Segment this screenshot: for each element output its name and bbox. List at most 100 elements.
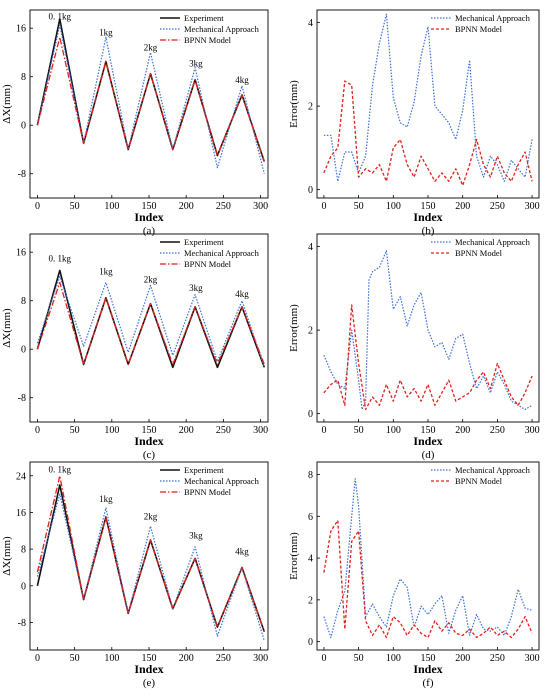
- y-tick-label: 4: [308, 18, 313, 29]
- panel-d: 0 50 100 150 200 250 300 0 2 4 Index Error(mm) (d) Me…: [288, 233, 540, 461]
- legend-entry: Mechanical Approach: [184, 248, 260, 258]
- x-tick-label: 250: [490, 201, 505, 212]
- annotation-label: 4kg: [235, 547, 249, 557]
- series-group: [323, 250, 533, 411]
- annotation-label: 2kg: [144, 43, 158, 53]
- y-tick-label: 8: [21, 545, 26, 556]
- y-tick-label: 2: [308, 595, 313, 606]
- annotation-label: 0. 1kg: [49, 12, 72, 22]
- x-tick-label: 100: [386, 653, 401, 664]
- x-tick-label: 200: [455, 201, 470, 212]
- annotation-label: 4kg: [235, 75, 249, 85]
- x-tick-label: 50: [354, 201, 364, 212]
- y-axis-label: ΔX(mm): [1, 308, 13, 348]
- y-tick-label: 8: [21, 296, 26, 307]
- y-tick-label: 2: [308, 102, 313, 113]
- x-tick-label: 300: [253, 201, 268, 212]
- annotation-label: 2kg: [144, 275, 158, 285]
- series-line-mechanical-approach: [36, 275, 265, 368]
- x-tick-label: 50: [70, 425, 80, 436]
- y-tick-label: 16: [16, 508, 26, 519]
- y-tick-label: -8: [18, 618, 26, 629]
- x-axis-label: Index: [413, 210, 442, 224]
- y-tick-label: 2: [308, 326, 313, 337]
- legend-entry: BPNN Model: [184, 35, 232, 45]
- x-tick-label: 100: [104, 201, 119, 212]
- legend-entry: Mechanical Approach: [184, 24, 260, 34]
- legend-entry: Mechanical Approach: [455, 13, 531, 23]
- y-tick-label: 6: [308, 512, 313, 523]
- series-group: [36, 269, 266, 369]
- y-axis-label: ΔX(mm): [1, 84, 13, 124]
- panel-label: (f): [423, 677, 434, 689]
- x-axis-label: Index: [413, 662, 442, 676]
- panel-label: (b): [422, 225, 435, 237]
- x-tick-label: 150: [142, 425, 157, 436]
- x-tick-label: 150: [421, 201, 436, 212]
- series-group: [323, 13, 533, 187]
- x-tick-label: 200: [455, 425, 470, 436]
- y-tick-label: 8: [308, 470, 313, 481]
- series-line-experiment: [36, 484, 266, 632]
- y-tick-label: 0: [21, 581, 26, 592]
- annotation-label: 4kg: [235, 289, 249, 299]
- legend-entry: BPNN Model: [455, 476, 503, 486]
- y-axis-label: Error(mm): [288, 532, 300, 580]
- x-tick-label: 200: [179, 653, 194, 664]
- panel-label: (d): [422, 449, 435, 461]
- legend-entry: Experiment: [184, 465, 224, 475]
- x-tick-label: 100: [386, 201, 401, 212]
- annotation-label: 2kg: [144, 511, 158, 521]
- legend-entry: BPNN Model: [455, 24, 503, 34]
- y-tick-label: 24: [16, 471, 26, 482]
- x-tick-label: 200: [179, 425, 194, 436]
- x-tick-label: 200: [179, 201, 194, 212]
- x-tick-label: 250: [216, 201, 231, 212]
- legend-entry: BPNN Model: [455, 248, 503, 258]
- panel-label: (e): [143, 677, 156, 689]
- series-line-bpnn-model: [323, 304, 533, 411]
- y-axis-label: Error(mm): [288, 80, 300, 128]
- annotation-label: 0. 1kg: [49, 253, 72, 263]
- legend-entry: BPNN Model: [184, 487, 232, 497]
- annotation-label: 1kg: [99, 267, 113, 277]
- x-tick-label: 0: [321, 425, 326, 436]
- y-axis-label: Error(mm): [288, 304, 300, 352]
- y-tick-label: -8: [18, 169, 26, 180]
- panel-c: 0 50 100 150 200 250 300 -8 0 8 16 Index ΔX(mm) (c) 0.…: [1, 233, 269, 461]
- x-tick-label: 250: [216, 653, 231, 664]
- x-tick-label: 300: [253, 653, 268, 664]
- x-tick-label: 50: [70, 653, 80, 664]
- annotation-label: 0. 1kg: [49, 465, 72, 475]
- y-tick-label: 4: [308, 242, 313, 253]
- annotation-label: 3kg: [189, 531, 203, 541]
- panel-b: 0 50 100 150 200 250 300 0 2 4 Index Error(mm) (b) Me…: [288, 9, 540, 237]
- x-tick-label: 250: [490, 653, 505, 664]
- x-tick-label: 50: [354, 425, 364, 436]
- series-group: [36, 18, 266, 174]
- series-line-mechanical-approach: [323, 250, 533, 411]
- x-tick-label: 0: [35, 425, 40, 436]
- x-tick-label: 0: [321, 653, 326, 664]
- x-tick-label: 0: [35, 201, 40, 212]
- series-line-mechanical-approach: [36, 493, 265, 641]
- x-tick-label: 300: [525, 653, 540, 664]
- y-tick-label: 16: [16, 24, 26, 35]
- series-group: [323, 478, 533, 639]
- x-tick-label: 250: [490, 425, 505, 436]
- annotation-label: 3kg: [189, 283, 203, 293]
- x-axis-label: Index: [134, 434, 163, 448]
- panel-label: (c): [143, 449, 156, 461]
- y-tick-label: 0: [21, 345, 26, 356]
- x-tick-label: 150: [421, 425, 436, 436]
- annotation-label: 1kg: [99, 27, 113, 37]
- x-tick-label: 250: [216, 425, 231, 436]
- x-tick-label: 300: [253, 425, 268, 436]
- plot-frame: [29, 9, 269, 199]
- series-group: [36, 475, 266, 641]
